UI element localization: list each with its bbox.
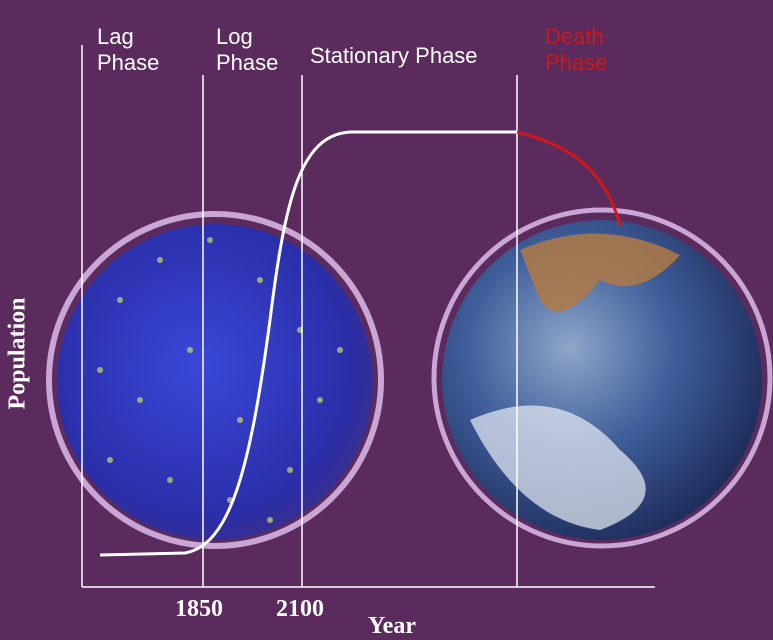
phase-lines: [81, 45, 655, 588]
phase-label: Log Phase: [216, 24, 279, 75]
phase-label: Lag Phase: [97, 24, 160, 75]
dish-rim: [46, 211, 384, 549]
x-axis-title: Year: [368, 613, 416, 639]
continent: [520, 233, 680, 312]
earth-rim: [431, 207, 773, 549]
growth-curve: [99, 130, 517, 557]
clouds: [470, 405, 646, 530]
petri-dish: [57, 224, 373, 540]
colonies: [97, 237, 343, 523]
x-tick-label: 2100: [276, 596, 324, 622]
death-curve: [516, 130, 622, 226]
phase-label: Death Phase: [545, 24, 608, 75]
x-tick-label: 1850: [175, 596, 223, 622]
y-axis-title: Population: [4, 297, 31, 410]
phase-label: Stationary Phase: [310, 43, 478, 68]
